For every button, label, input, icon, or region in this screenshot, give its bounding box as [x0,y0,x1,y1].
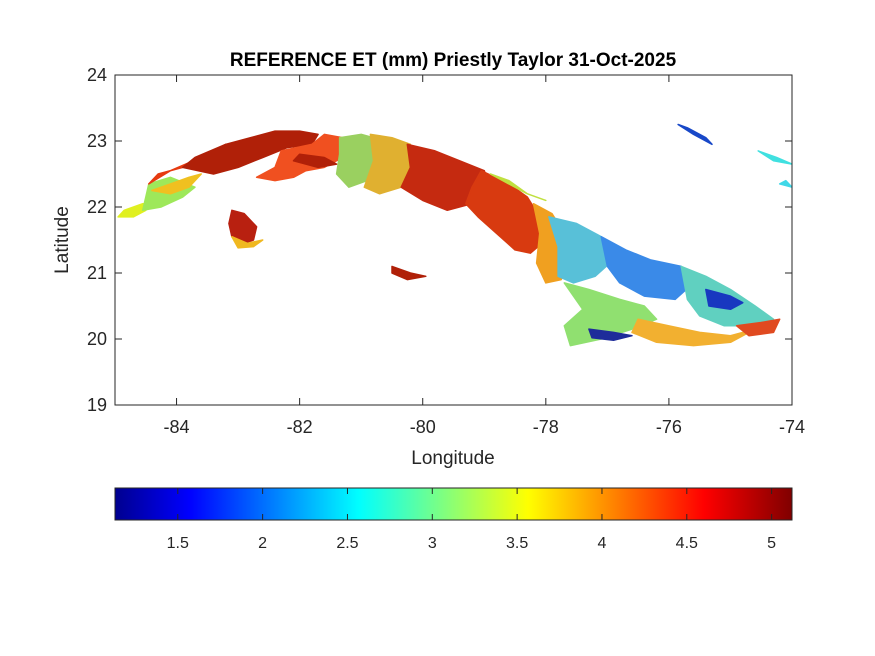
map-axes: -84 -82 -80 -78 -76 -74 19 20 21 22 23 24 [87,65,805,437]
region-granma [563,282,658,347]
y-tick-label: 24 [87,65,107,85]
x-tick-label: -82 [287,417,313,437]
colorbar-tick-label: 1.5 [167,535,189,552]
region-las-tunas [600,235,695,301]
region-guantanamo [735,318,781,337]
region-cayo-sw [391,265,427,281]
colorbar-gradient [114,487,793,521]
feature-bahamas-blue [677,123,713,146]
x-axis-label: Longitude [411,448,494,469]
x-tick-label: -78 [533,417,559,437]
region-cayo-north-1 [292,153,338,169]
colorbar: 1.5 2 2.5 3 3.5 4 4.5 5 [114,487,793,552]
colorbar-tick-label: 5 [767,535,776,552]
x-tick-label: -84 [164,417,190,437]
region-santiago [631,318,756,347]
x-tick-label: -80 [410,417,436,437]
colorbar-tick-label: 2.5 [336,535,358,552]
axes-box [114,74,793,406]
y-ticks: 19 20 21 22 23 24 [87,65,792,415]
y-axis-label: Latitude [52,206,73,274]
x-tick-label: -74 [779,417,805,437]
chart-title: REFERENCE ET (mm) Priestly Taylor 31-Oct… [230,50,677,71]
region-isla-juventud-south [231,235,264,249]
colorbar-tick-label: 4 [598,535,607,552]
colorbar-tick-label: 4.5 [676,535,698,552]
region-camaguey [548,216,615,284]
y-tick-label: 20 [87,329,107,349]
y-tick-label: 21 [87,263,107,283]
y-tick-label: 22 [87,197,107,217]
y-tick-label: 23 [87,131,107,151]
region-granma-dark [588,328,633,342]
colorbar-tick-label: 2 [258,535,267,552]
feature-bahamas-cyan-1 [757,150,792,165]
region-isla-juventud [228,209,258,245]
region-pinar-south-coast [151,173,202,195]
region-ciego [465,169,547,254]
region-cayo-north-east [489,173,547,202]
x-tick-label: -76 [656,417,682,437]
x-ticks: -84 -82 -80 -78 -76 -74 [164,75,805,437]
y-tick-label: 19 [87,395,107,415]
region-holguin-dark [705,288,744,311]
feature-bahamas-cyan-2 [778,179,792,188]
colorbar-tick-label: 3 [428,535,437,552]
colorbar-ticks: 1.5 2 2.5 3 3.5 4 4.5 5 [167,488,776,552]
map-regions [117,123,792,347]
colorbar-tick-label: 3.5 [506,535,528,552]
plot-area [115,75,792,405]
